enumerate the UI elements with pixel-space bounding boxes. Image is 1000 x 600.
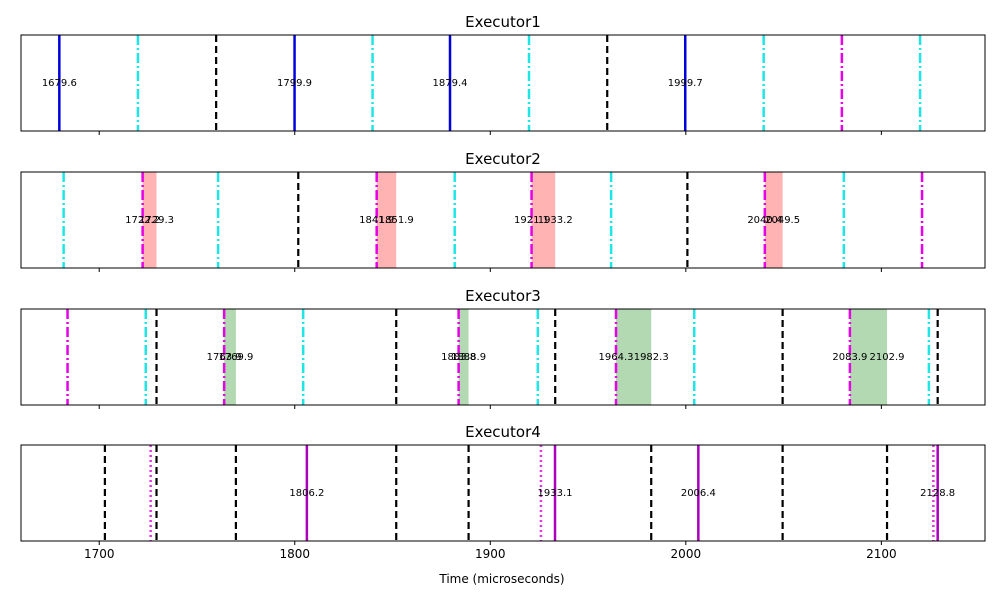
panel-1: 1679.6 1799.9 1879.4 1999.7 Executor1 bbox=[20, 13, 986, 135]
panel-frame bbox=[20, 171, 986, 269]
green-interval-span bbox=[224, 309, 236, 405]
event-label: 1921.1 bbox=[514, 215, 549, 226]
panels-group: 1679.6 1799.9 1879.4 1999.7Executor11722.21… bbox=[20, 13, 986, 561]
green-interval-span bbox=[849, 309, 888, 405]
event-label: 1763.9 bbox=[207, 352, 242, 363]
green-interval-span bbox=[616, 309, 652, 405]
event-label: 1933.2 bbox=[538, 215, 573, 226]
event-label: 1883.8 bbox=[441, 352, 476, 363]
event-label: 1841.9 bbox=[359, 215, 394, 226]
red-interval-span bbox=[531, 172, 556, 268]
event-label: 1769.9 bbox=[218, 352, 253, 363]
red-interval-span bbox=[376, 172, 397, 268]
event-label: 2128.8 bbox=[920, 488, 955, 499]
event-label: 1879.4 bbox=[433, 78, 468, 89]
panel-plot-area bbox=[103, 445, 939, 541]
panel-plot-area bbox=[66, 309, 939, 405]
panel-frame bbox=[20, 34, 986, 132]
panel-title: Executor1 bbox=[465, 13, 541, 31]
event-label: 2040.4 bbox=[747, 215, 782, 226]
event-label: 1933.1 bbox=[538, 488, 573, 499]
x-tick-label: 1800 bbox=[279, 547, 310, 561]
panel-frame bbox=[20, 444, 986, 542]
panel-title: Executor4 bbox=[465, 423, 541, 441]
event-label: 2049.5 bbox=[765, 215, 800, 226]
event-label: 1888.9 bbox=[451, 352, 486, 363]
event-label: 1806.2 bbox=[289, 488, 324, 499]
x-tick-label: 1700 bbox=[84, 547, 115, 561]
event-label: 1679.6 bbox=[42, 78, 77, 89]
panel-title: Executor3 bbox=[465, 287, 541, 305]
event-label: 1851.9 bbox=[379, 215, 414, 226]
green-interval-span bbox=[458, 309, 469, 405]
event-label: 1982.3 bbox=[634, 352, 669, 363]
panel-frame bbox=[20, 308, 986, 406]
event-label: 1729.3 bbox=[139, 215, 174, 226]
panel-title: Executor2 bbox=[465, 150, 541, 168]
red-interval-span bbox=[142, 172, 157, 268]
red-interval-span bbox=[764, 172, 783, 268]
x-tick-label: 2100 bbox=[866, 547, 897, 561]
event-label: 1999.7 bbox=[668, 78, 703, 89]
x-axis-label: Time (microseconds) bbox=[438, 572, 564, 586]
panel-plot-area bbox=[62, 172, 924, 268]
event-label: 2102.9 bbox=[870, 352, 905, 363]
event-label: 2083.9 bbox=[832, 352, 867, 363]
x-tick-label: 2000 bbox=[671, 547, 702, 561]
event-label: 1799.9 bbox=[277, 78, 312, 89]
panel-4: 1806.2 1933.1 2006.4 2128.8 Executor4 1700 180… bbox=[20, 423, 986, 561]
event-label: 2006.4 bbox=[681, 488, 716, 499]
panel-plot-area bbox=[58, 35, 922, 131]
x-tick-label: 1900 bbox=[475, 547, 506, 561]
event-label: 1964.3 bbox=[599, 352, 634, 363]
event-label: 1722.2 bbox=[125, 215, 160, 226]
